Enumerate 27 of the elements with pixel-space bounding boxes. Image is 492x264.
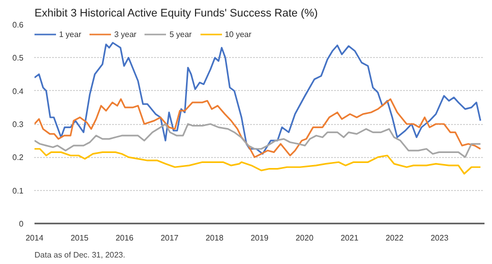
chart-title: Exhibit 3 Historical Active Equity Funds' Success Rate (%) (34, 8, 318, 20)
x-tick-label: 2015 (70, 234, 89, 242)
legend-label: 1 year (59, 30, 82, 38)
y-tick-label: 0.4 (12, 86, 24, 96)
legend-label: 10 year (224, 30, 252, 38)
x-tick-label: 2014 (26, 234, 44, 242)
line-series (34, 42, 482, 155)
legend-label: 3 year (114, 30, 136, 38)
x-tick-label: 2021 (340, 234, 359, 242)
x-tick-label: 2019 (250, 234, 269, 242)
y-tick-label: 0.2 (12, 153, 24, 162)
x-tick-label: 2022 (386, 234, 404, 242)
x-tick-label: 2016 (116, 234, 134, 242)
y-tick-label: 0.6 (12, 20, 24, 30)
y-tick-label: 0.1 (12, 186, 24, 196)
text: Data as of Dec. 31, 2023. (34, 250, 126, 260)
line-series (34, 123, 482, 158)
line-series (34, 148, 482, 175)
x-tick-label: 2017 (160, 234, 179, 242)
y-tick-label: 0.3 (12, 120, 24, 129)
x-tick-label: 2018 (206, 234, 224, 242)
line-series (34, 98, 482, 158)
x-tick-label: 2020 (296, 234, 314, 242)
y-tick-label: 0 (19, 220, 24, 228)
x-tick-label: 2023 (430, 234, 449, 242)
y-tick-label: 0.5 (12, 54, 24, 63)
legend-label: 5 year (169, 30, 192, 38)
